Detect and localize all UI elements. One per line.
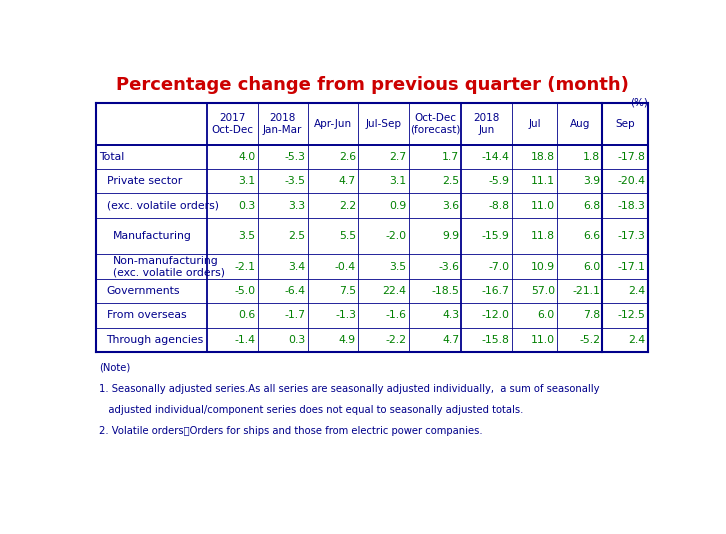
Text: -12.0: -12.0 <box>481 310 510 320</box>
Text: -1.3: -1.3 <box>335 310 356 320</box>
Text: -17.1: -17.1 <box>618 262 645 272</box>
Text: Governments: Governments <box>107 286 180 296</box>
Text: (%): (%) <box>630 98 648 108</box>
Text: Total: Total <box>99 152 124 162</box>
Text: -3.5: -3.5 <box>285 176 306 186</box>
Text: 6.0: 6.0 <box>583 262 600 272</box>
Text: -16.7: -16.7 <box>481 286 510 296</box>
Text: 4.9: 4.9 <box>339 335 356 345</box>
Text: 1. Seasonally adjusted series.As all series are seasonally adjusted individually: 1. Seasonally adjusted series.As all ser… <box>99 383 600 394</box>
Text: 10.9: 10.9 <box>531 262 555 272</box>
Text: 9.9: 9.9 <box>442 231 460 241</box>
Text: Jul: Jul <box>528 119 541 129</box>
Text: 3.1: 3.1 <box>389 176 407 186</box>
Text: 6.8: 6.8 <box>583 201 600 210</box>
Text: 3.5: 3.5 <box>389 262 407 272</box>
Text: -2.0: -2.0 <box>386 231 407 241</box>
Text: 2.7: 2.7 <box>389 152 407 162</box>
Text: 3.6: 3.6 <box>442 201 460 210</box>
Text: 2018
Jan-Mar: 2018 Jan-Mar <box>263 113 303 135</box>
Text: 2.4: 2.4 <box>629 335 645 345</box>
Text: 0.3: 0.3 <box>238 201 256 210</box>
Text: 11.0: 11.0 <box>531 201 555 210</box>
Text: 2018
Jun: 2018 Jun <box>473 113 499 135</box>
Text: adjusted individual/component series does not equal to seasonally adjusted total: adjusted individual/component series doe… <box>99 405 523 415</box>
Text: 7.5: 7.5 <box>339 286 356 296</box>
Text: 3.5: 3.5 <box>238 231 256 241</box>
Text: Through agencies: Through agencies <box>107 335 204 345</box>
Text: -1.4: -1.4 <box>234 335 256 345</box>
Text: -2.1: -2.1 <box>234 262 256 272</box>
Text: 2. Volatile orders：Orders for ships and those from electric power companies.: 2. Volatile orders：Orders for ships and … <box>99 426 483 436</box>
Text: 1.8: 1.8 <box>583 152 600 162</box>
Text: -8.8: -8.8 <box>489 201 510 210</box>
Text: Percentage change from previous quarter (month): Percentage change from previous quarter … <box>115 76 629 95</box>
Text: 2.5: 2.5 <box>442 176 460 186</box>
Text: -0.4: -0.4 <box>335 262 356 272</box>
Text: 6.0: 6.0 <box>538 310 555 320</box>
Text: -6.4: -6.4 <box>285 286 306 296</box>
Text: -5.0: -5.0 <box>234 286 256 296</box>
Text: 7.8: 7.8 <box>583 310 600 320</box>
Text: 3.3: 3.3 <box>288 201 306 210</box>
Text: Sep: Sep <box>616 119 635 129</box>
Text: -2.2: -2.2 <box>386 335 407 345</box>
Text: From overseas: From overseas <box>107 310 186 320</box>
Text: -17.8: -17.8 <box>618 152 645 162</box>
Text: (Note): (Note) <box>99 362 131 372</box>
Text: 57.0: 57.0 <box>531 286 555 296</box>
Text: 4.7: 4.7 <box>339 176 356 186</box>
Text: -14.4: -14.4 <box>481 152 510 162</box>
Text: -3.6: -3.6 <box>439 262 460 272</box>
Text: -1.6: -1.6 <box>386 310 407 320</box>
Text: -20.4: -20.4 <box>618 176 645 186</box>
Text: 2.5: 2.5 <box>288 231 306 241</box>
Text: Oct-Dec
(forecast): Oct-Dec (forecast) <box>410 113 460 135</box>
Text: -5.2: -5.2 <box>579 335 600 345</box>
Text: Manufacturing: Manufacturing <box>113 231 192 241</box>
Text: 1.7: 1.7 <box>442 152 460 162</box>
Text: 2.4: 2.4 <box>629 286 645 296</box>
Text: -18.3: -18.3 <box>618 201 645 210</box>
Text: Non-manufacturing
(exc. volatile orders): Non-manufacturing (exc. volatile orders) <box>113 256 225 277</box>
Text: 22.4: 22.4 <box>383 286 407 296</box>
Text: -5.3: -5.3 <box>285 152 306 162</box>
Text: -5.9: -5.9 <box>489 176 510 186</box>
Text: 11.0: 11.0 <box>531 335 555 345</box>
Text: -18.5: -18.5 <box>431 286 460 296</box>
Text: -17.3: -17.3 <box>618 231 645 241</box>
Text: 4.3: 4.3 <box>442 310 460 320</box>
Text: 2017
Oct-Dec: 2017 Oct-Dec <box>211 113 253 135</box>
Text: 4.0: 4.0 <box>238 152 256 162</box>
Text: 2.6: 2.6 <box>339 152 356 162</box>
Text: Private sector: Private sector <box>107 176 182 186</box>
Text: Jul-Sep: Jul-Sep <box>365 119 401 129</box>
Text: 11.1: 11.1 <box>531 176 555 186</box>
Text: Apr-Jun: Apr-Jun <box>314 119 352 129</box>
Text: 3.4: 3.4 <box>288 262 306 272</box>
Text: -21.1: -21.1 <box>572 286 600 296</box>
Text: 3.1: 3.1 <box>238 176 256 186</box>
Text: 11.8: 11.8 <box>531 231 555 241</box>
Text: Aug: Aug <box>570 119 590 129</box>
Text: 0.3: 0.3 <box>288 335 306 345</box>
Text: 0.6: 0.6 <box>238 310 256 320</box>
Text: -12.5: -12.5 <box>618 310 645 320</box>
Text: -15.9: -15.9 <box>481 231 510 241</box>
Text: 18.8: 18.8 <box>531 152 555 162</box>
Text: 5.5: 5.5 <box>339 231 356 241</box>
Text: 2.2: 2.2 <box>339 201 356 210</box>
Text: 0.9: 0.9 <box>389 201 407 210</box>
Text: -7.0: -7.0 <box>489 262 510 272</box>
Text: 4.7: 4.7 <box>442 335 460 345</box>
Text: 6.6: 6.6 <box>583 231 600 241</box>
Text: -15.8: -15.8 <box>481 335 510 345</box>
Text: (exc. volatile orders): (exc. volatile orders) <box>107 201 219 210</box>
Text: -1.7: -1.7 <box>285 310 306 320</box>
Text: 3.9: 3.9 <box>583 176 600 186</box>
